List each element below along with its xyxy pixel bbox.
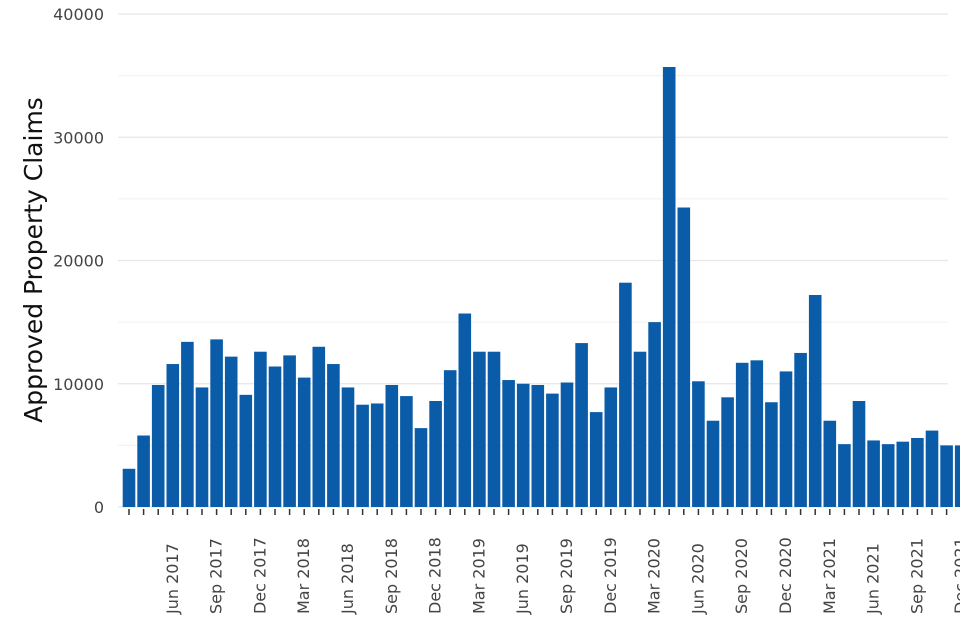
bar bbox=[122, 468, 136, 507]
bar bbox=[692, 381, 705, 507]
bar bbox=[239, 394, 253, 507]
bar bbox=[312, 346, 326, 507]
x-tick-label: Dec 2020 bbox=[776, 537, 795, 614]
y-axis-label: Approved Property Claims bbox=[19, 97, 48, 423]
bar bbox=[487, 351, 501, 507]
bar bbox=[677, 207, 691, 507]
bar bbox=[195, 387, 209, 507]
bar bbox=[210, 339, 223, 507]
y-tick-label: 20000 bbox=[53, 252, 104, 271]
x-tick-label: Mar 2020 bbox=[645, 538, 664, 614]
bar bbox=[151, 384, 165, 507]
bar bbox=[400, 396, 413, 507]
bar bbox=[896, 441, 910, 507]
bar bbox=[648, 322, 661, 508]
x-tick-label: Sep 2020 bbox=[732, 538, 751, 614]
bar bbox=[429, 401, 442, 507]
bar bbox=[531, 384, 545, 507]
bar bbox=[721, 397, 734, 507]
x-tick-label: Sep 2021 bbox=[907, 538, 926, 614]
bar bbox=[589, 412, 603, 507]
bar bbox=[750, 360, 764, 507]
x-tick-label: Mar 2019 bbox=[469, 538, 488, 614]
bar bbox=[823, 420, 837, 507]
bar bbox=[838, 444, 851, 507]
x-tick-label: Dec 2018 bbox=[426, 537, 445, 614]
bar bbox=[254, 351, 267, 507]
bar bbox=[341, 387, 355, 507]
bar bbox=[356, 404, 369, 507]
x-tick-label: Mar 2021 bbox=[820, 538, 839, 614]
bar bbox=[268, 366, 282, 507]
bar bbox=[604, 387, 618, 507]
bar bbox=[137, 435, 150, 507]
bar bbox=[940, 445, 953, 508]
bar bbox=[794, 352, 807, 507]
bar bbox=[297, 377, 311, 507]
x-tick-label: Dec 2017 bbox=[250, 537, 269, 614]
bar bbox=[473, 351, 486, 507]
x-tick-label: Jun 2017 bbox=[163, 543, 182, 615]
x-tick-label: Jun 2019 bbox=[513, 543, 532, 615]
y-tick-label: 40000 bbox=[53, 5, 104, 24]
bar bbox=[516, 383, 530, 507]
bar bbox=[779, 371, 793, 507]
bar bbox=[852, 401, 866, 507]
y-tick-label: 10000 bbox=[53, 375, 104, 394]
bar bbox=[808, 295, 822, 507]
bar bbox=[619, 282, 632, 507]
y-axis-ticks: 0 10000 20000 30000 40000 bbox=[53, 5, 104, 517]
x-axis-ticks: Jun 2017 Sep 2017 Dec 2017 Mar 2018 Jun 2018… bbox=[128, 509, 960, 615]
x-tick-label: Dec 2021 bbox=[951, 537, 960, 614]
bar bbox=[925, 430, 939, 507]
bar bbox=[414, 428, 428, 507]
bar bbox=[765, 402, 778, 507]
bar bbox=[181, 341, 194, 507]
x-tick-label: Sep 2017 bbox=[207, 538, 226, 614]
bar bbox=[546, 393, 559, 507]
bar bbox=[224, 356, 238, 507]
x-tick-label: Jun 2020 bbox=[688, 543, 707, 615]
bar bbox=[954, 445, 960, 508]
bar bbox=[881, 444, 895, 507]
bar bbox=[706, 420, 720, 507]
bar bbox=[560, 382, 574, 507]
bar bbox=[458, 313, 472, 507]
x-tick-label: Jun 2018 bbox=[338, 543, 357, 615]
bar bbox=[867, 440, 880, 507]
x-tick-label: Jun 2021 bbox=[864, 543, 883, 615]
bar bbox=[283, 355, 296, 507]
y-tick-label: 0 bbox=[94, 498, 104, 517]
bar bbox=[166, 364, 180, 507]
x-tick-label: Sep 2019 bbox=[557, 538, 576, 614]
bar bbox=[502, 380, 515, 507]
x-tick-label: Mar 2018 bbox=[294, 538, 313, 614]
bar bbox=[735, 362, 749, 507]
bars bbox=[122, 67, 960, 508]
bar bbox=[575, 343, 588, 507]
x-tick-label: Sep 2018 bbox=[382, 538, 401, 614]
bar bbox=[662, 67, 676, 507]
x-tick-label: Dec 2019 bbox=[601, 537, 620, 614]
bar bbox=[633, 351, 647, 507]
bar bbox=[327, 364, 340, 507]
y-tick-label: 30000 bbox=[53, 128, 104, 147]
bar bbox=[443, 370, 457, 507]
bar bbox=[370, 403, 384, 507]
bar bbox=[911, 437, 924, 507]
bar bbox=[385, 384, 399, 507]
